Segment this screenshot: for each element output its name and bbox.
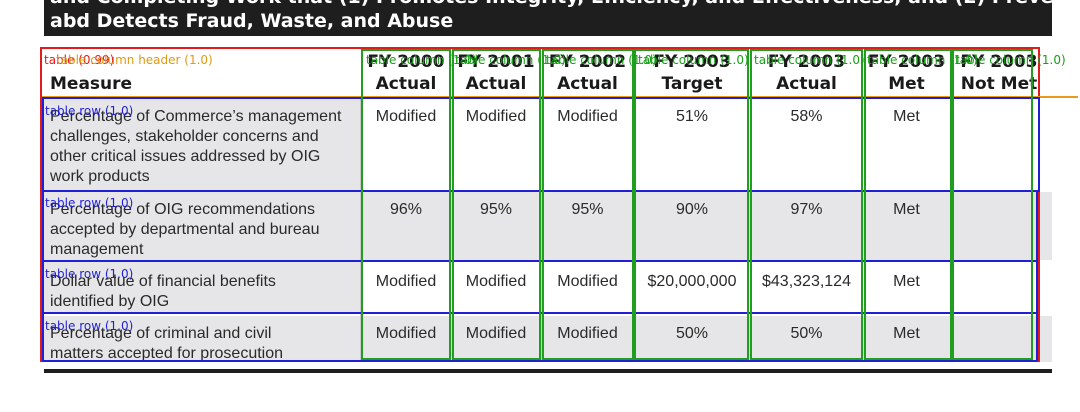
table-cell: 50%	[790, 325, 823, 342]
table-cell: Met	[893, 201, 920, 218]
measure-line: challenges, stakeholder concerns and	[50, 128, 319, 145]
column-bbox-label: table column (1.0)	[638, 53, 749, 67]
section-title-band: and Completing Work that (1) Promotes In…	[44, 0, 1052, 36]
table-cell: Modified	[557, 108, 618, 125]
measure-line: matters accepted for prosecution	[50, 345, 284, 362]
header-line-1: FY 2003	[653, 52, 731, 72]
header-line-2: Actual	[776, 74, 837, 94]
header-line-1: FY 2002	[548, 52, 627, 72]
header-line-1: FY 2003	[867, 52, 946, 72]
table-cell: Met	[893, 108, 920, 125]
header-rule	[44, 96, 1052, 98]
measure-line: other critical issues addressed by OIG	[50, 148, 321, 165]
row-bbox-label: table row (1.0)	[45, 267, 134, 281]
measure-line: Percentage of Commerce’s management	[50, 108, 342, 125]
measure-line: Percentage of OIG recommendations	[50, 201, 316, 218]
col-divider	[633, 98, 634, 362]
table-cell: Modified	[375, 273, 437, 290]
header-line-2: Target	[661, 74, 723, 94]
header-line-2: Actual	[375, 74, 437, 94]
header-line-2: Actual	[557, 74, 618, 94]
table-cell: 58%	[790, 108, 823, 125]
table-bottom-rule	[44, 369, 1052, 373]
measure-line: accepted by departmental and bureau	[50, 221, 320, 238]
table-cell: 51%	[675, 108, 709, 125]
header-line-1: FY 2000	[367, 52, 445, 72]
measure-line: management	[50, 241, 144, 258]
measure-line: Dollar value of financial benefits	[50, 273, 276, 290]
col-divider	[950, 98, 951, 362]
header-line-2: Met	[888, 74, 925, 94]
row-bbox-label: table row (1.0)	[45, 104, 134, 118]
column-bbox-label: table column (1.0)	[366, 53, 477, 67]
row-shade-1	[44, 98, 362, 190]
column-bbox-label: table column (1.0)	[546, 53, 657, 67]
header-measure: Measure	[50, 73, 350, 95]
table-cell: Modified	[465, 273, 527, 290]
header-fy2003-target: FY 2003 Target	[634, 51, 750, 95]
header-fy2001-actual: FY 2001 Actual	[451, 51, 541, 95]
table-cell: Modified	[557, 325, 618, 342]
table-cell: Modified	[465, 325, 527, 342]
header-fy2003-met: FY 2003 Met	[863, 51, 950, 95]
table-cell: Met	[893, 273, 920, 290]
table-row-4-measure: Percentage of criminal and civil matters…	[50, 324, 358, 364]
section-title-line-2: abd Detects Fraud, Waste, and Abuse	[50, 10, 454, 32]
row-bbox-label: table row (1.0)	[45, 319, 134, 333]
header-fy2003-not-met: FY 2003 Not Met	[951, 51, 1047, 95]
header-line-2: Actual	[465, 74, 527, 94]
column-bbox-label: table column (1.0)	[955, 53, 1066, 67]
table-cell: Modified	[465, 108, 527, 125]
table-cell: Met	[893, 325, 920, 342]
table-cell: 95%	[479, 201, 513, 218]
measure-line: Percentage of criminal and civil	[50, 325, 272, 342]
header-fy2002-actual: FY 2002 Actual	[542, 51, 633, 95]
measure-line: identified by OIG	[50, 293, 170, 310]
table-cell: $20,000,000	[647, 273, 737, 290]
column-bbox-label: table column (1.0)	[867, 53, 978, 67]
header-fy2003-actual: FY 2003 Actual	[751, 51, 862, 95]
row-shade-2	[44, 192, 1052, 260]
header-line-1: FY 2003	[767, 52, 846, 72]
measure-line: work products	[50, 168, 150, 185]
column-header-bbox-label: table column header (1.0)	[56, 53, 213, 67]
table-cell: Modified	[375, 325, 437, 342]
col-divider	[360, 98, 362, 362]
table-row-2-measure: Percentage of OIG recommendations accept…	[50, 200, 358, 260]
table-cell: 96%	[389, 201, 423, 218]
column-bbox-label: table column (1.0)	[754, 53, 865, 67]
header-fy2000-actual: FY 2000 Actual	[362, 51, 450, 95]
header-measure-label: Measure	[50, 74, 133, 94]
table-bbox-label: table (0.99)	[44, 53, 115, 67]
table-cell: 95%	[571, 201, 604, 218]
table-row-3-measure: Dollar value of financial benefits ident…	[50, 272, 358, 312]
row-shade-4	[44, 316, 1052, 362]
row-shade-3	[44, 262, 362, 312]
table-cell: 97%	[790, 201, 823, 218]
table-row-1-measure: Percentage of Commerce’s management chal…	[50, 107, 358, 187]
column-bbox-label: table column (1.0)	[455, 53, 566, 67]
col-divider	[450, 98, 451, 362]
table-cell: 90%	[675, 201, 709, 218]
table-cell: $43,323,124	[762, 273, 851, 290]
col-divider	[541, 98, 542, 362]
table-cell: Modified	[557, 273, 618, 290]
row-bbox-label: table row (1.0)	[45, 196, 134, 210]
table-cell: Modified	[375, 108, 437, 125]
header-line-1: FY 2003	[960, 52, 1038, 72]
col-divider	[750, 98, 751, 362]
col-divider	[862, 98, 863, 362]
section-title-line-1: and Completing Work that (1) Promotes In…	[50, 0, 1052, 8]
header-line-2: Not Met	[960, 74, 1038, 94]
table-cell: 50%	[675, 325, 709, 342]
header-line-1: FY 2001	[457, 52, 535, 72]
